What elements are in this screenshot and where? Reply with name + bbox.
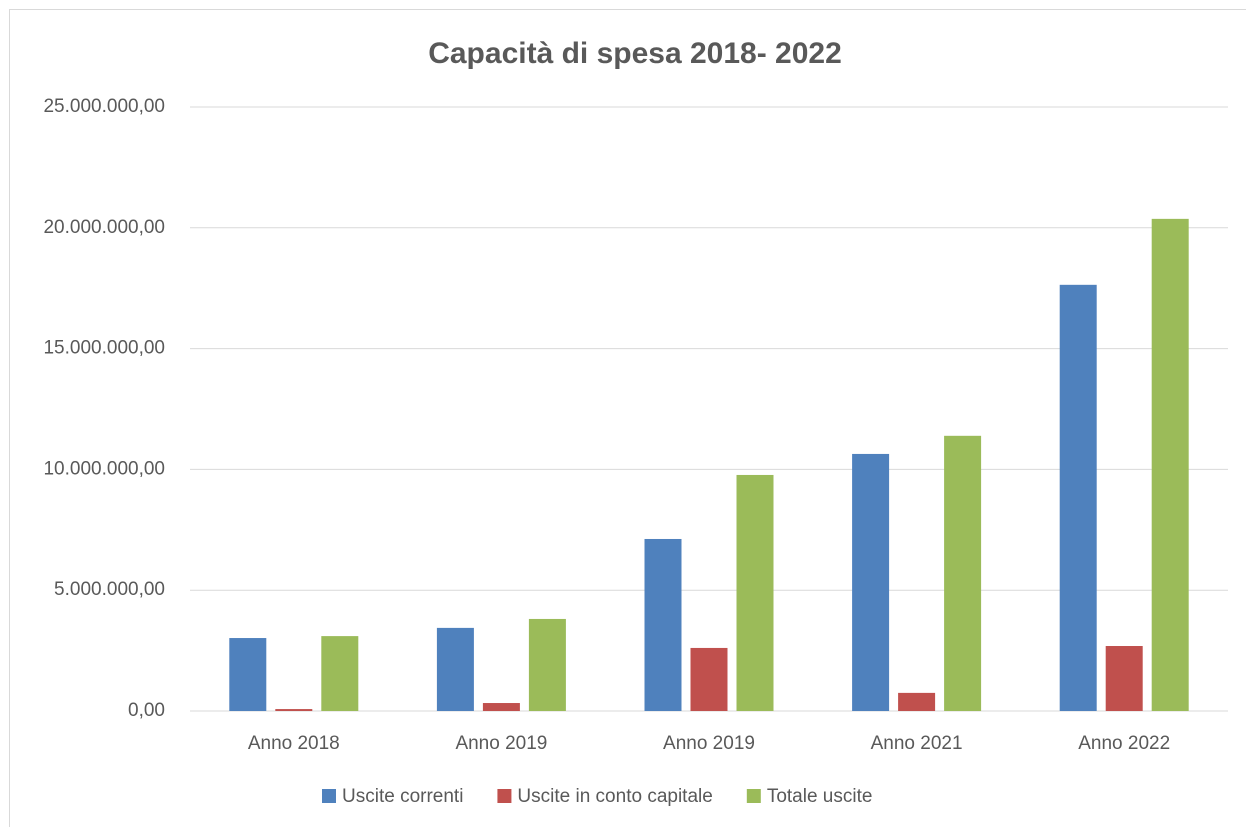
bar [1105, 646, 1143, 711]
legend-label: Uscite correnti [342, 786, 463, 807]
y-tick-label: 25.000.000,00 [43, 96, 165, 117]
legend-swatch [497, 789, 512, 803]
bar [944, 435, 982, 711]
y-tick-label: 0,00 [128, 700, 165, 721]
bar [1059, 284, 1097, 711]
bar [229, 638, 267, 711]
bar [275, 709, 313, 711]
bar [852, 453, 890, 711]
x-tick-label: Anno 2019 [455, 733, 547, 754]
bar [528, 618, 566, 711]
y-tick-label: 15.000.000,00 [43, 338, 165, 359]
x-tick-label: Anno 2022 [1078, 733, 1170, 754]
legend-label: Uscite in conto capitale [517, 786, 712, 807]
bar [736, 474, 774, 711]
bar [898, 692, 936, 711]
bar [1151, 218, 1189, 712]
chart-frame [9, 9, 1246, 827]
x-tick-label: Anno 2019 [663, 733, 755, 754]
x-tick-label: Anno 2018 [248, 733, 340, 754]
bar [644, 538, 682, 711]
x-tick-label: Anno 2021 [871, 733, 963, 754]
legend-swatch [322, 789, 336, 803]
bar [436, 627, 474, 711]
bar [482, 703, 520, 711]
bar [321, 636, 359, 711]
y-tick-label: 5.000.000,00 [54, 579, 165, 600]
bar [690, 647, 728, 711]
y-tick-label: 20.000.000,00 [43, 217, 165, 238]
legend-label: Totale uscite [767, 786, 873, 807]
y-tick-label: 10.000.000,00 [43, 458, 165, 479]
legend-swatch [746, 789, 761, 803]
chart-title: Capacità di spesa 2018- 2022 [428, 37, 842, 70]
